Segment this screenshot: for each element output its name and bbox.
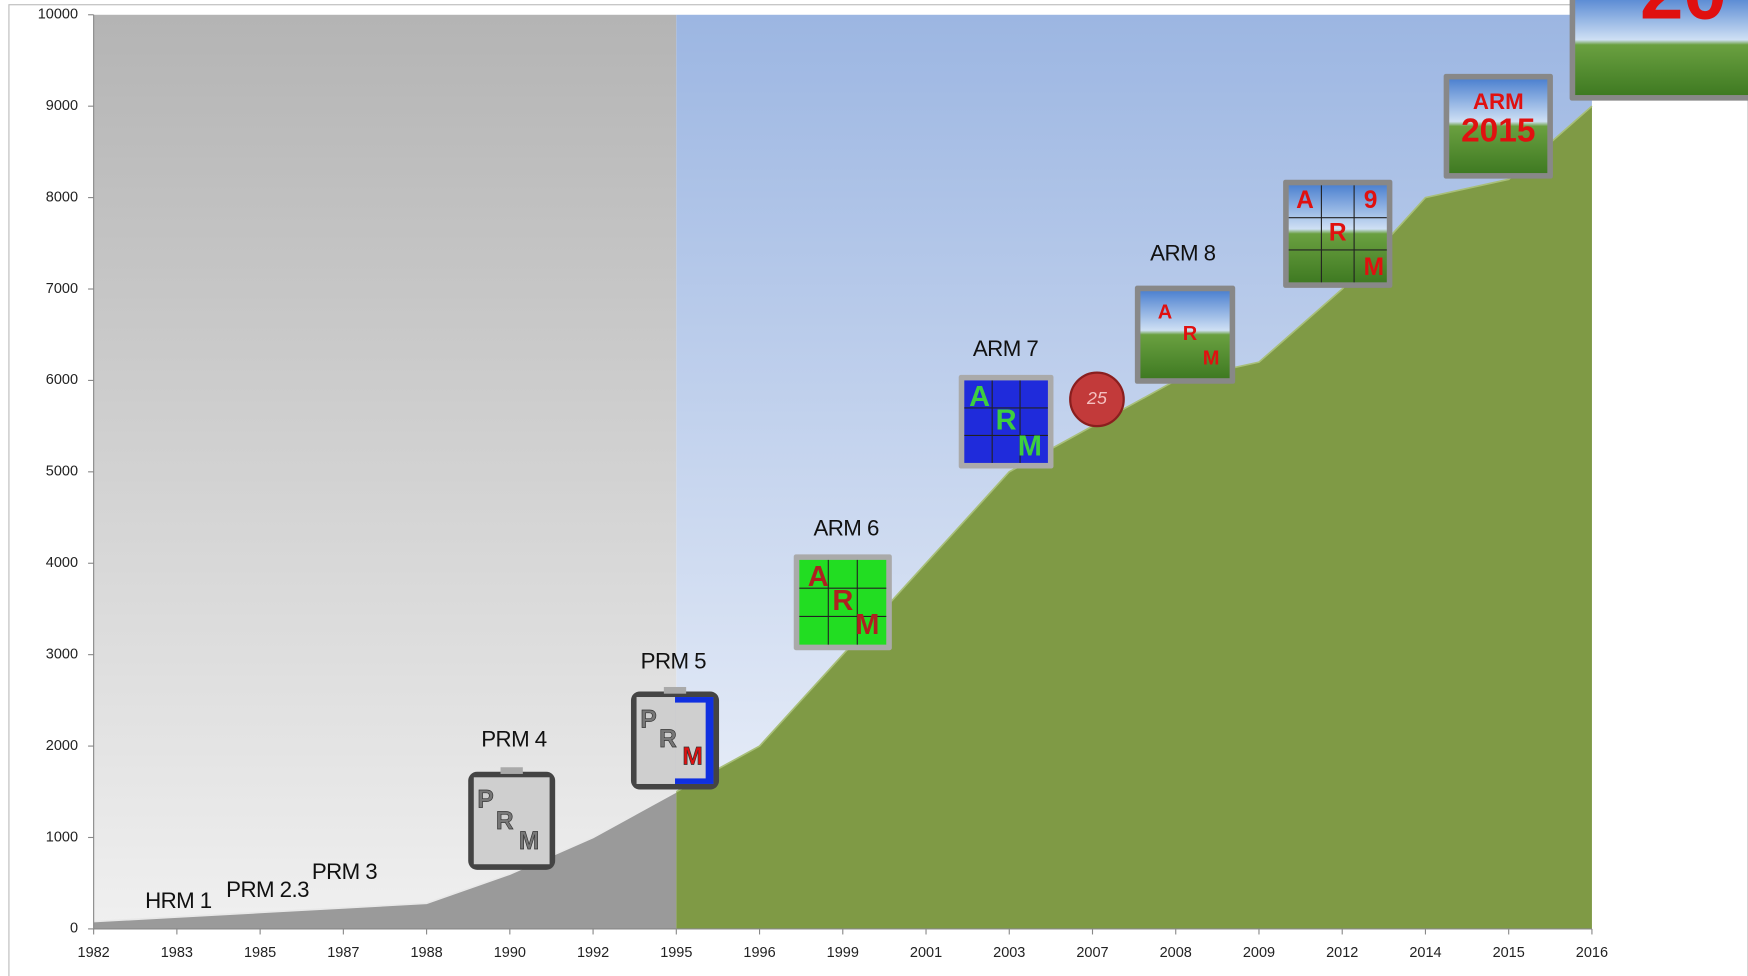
clip <box>664 687 686 694</box>
release-label: ARM 7 <box>973 336 1038 361</box>
release-icon: PRM <box>468 767 555 870</box>
release-icon: ARM <box>794 554 892 650</box>
release-label: HRM 1 <box>145 888 212 913</box>
x-tick-label: 2015 <box>1493 945 1525 961</box>
x-tick-label: 2009 <box>1243 945 1275 961</box>
icon-text: R <box>996 404 1017 436</box>
chart: 0 1000 2000 3000 4000 5000 6000 7000 8000 9000 100… <box>0 0 1748 976</box>
icon-text: M <box>1018 431 1042 463</box>
icon-text: A <box>1158 301 1172 323</box>
release-icon: ARM <box>959 375 1054 469</box>
y-tick-label: 6000 <box>46 372 78 388</box>
icon-text: P <box>640 706 656 733</box>
icon-text: 20 <box>1640 0 1727 36</box>
y-tick-label: 5000 <box>46 464 78 480</box>
icon-text: 2015 <box>1461 112 1535 149</box>
y-tick-label: 7000 <box>46 281 78 297</box>
release-icon: PRM <box>631 687 719 790</box>
x-tick-label: 1988 <box>410 945 442 961</box>
release-icon: A 9RM <box>1283 180 1392 288</box>
icon-text: M <box>682 744 702 771</box>
x-tick-label: 2001 <box>910 945 942 961</box>
x-tick-label: 2008 <box>1160 945 1192 961</box>
release-icon: 20 <box>1570 0 1748 101</box>
era-background <box>94 15 677 929</box>
x-tick-label: 2012 <box>1326 945 1358 961</box>
icon-text: 9 <box>1364 187 1378 214</box>
release-label: PRM 4 <box>481 726 546 751</box>
icon-text: A <box>1296 187 1314 214</box>
release-icon: 25 <box>1070 373 1124 427</box>
x-tick-label: 1983 <box>161 945 193 961</box>
icon-text: A <box>808 561 829 593</box>
release-label: PRM 5 <box>641 648 706 673</box>
icon-text: R <box>1183 323 1198 345</box>
y-tick-label: 0 <box>70 921 78 937</box>
x-tick-label: 1982 <box>78 945 110 961</box>
icon-text: P <box>477 787 493 814</box>
y-tick-label: 10000 <box>38 7 78 23</box>
release-label: ARM 8 <box>1150 240 1215 265</box>
y-tick-label: 9000 <box>46 98 78 114</box>
release-label: PRM 2.3 <box>226 877 309 902</box>
release-icon: ARM <box>1135 286 1235 384</box>
clip <box>501 767 523 774</box>
icon-text: M <box>519 828 539 855</box>
icon-text: R <box>832 585 853 617</box>
x-tick-label: 1999 <box>827 945 859 961</box>
release-label: PRM 3 <box>312 859 377 884</box>
x-tick-label: 1990 <box>494 945 526 961</box>
x-tick-label: 1996 <box>743 945 775 961</box>
y-tick-label: 2000 <box>46 738 78 754</box>
icon-text: R <box>496 808 514 835</box>
y-tick-label: 8000 <box>46 189 78 205</box>
icon-text: ARM <box>1473 89 1524 114</box>
icon-text: 25 <box>1086 388 1107 408</box>
icon-text: M <box>855 609 879 641</box>
page: {"chart_data": {"type": "area", "categor… <box>0 0 1748 976</box>
icon-text: R <box>659 726 677 753</box>
x-tick-label: 1985 <box>244 945 276 961</box>
x-tick-label: 1995 <box>660 945 692 961</box>
y-tick-label: 3000 <box>46 646 78 662</box>
icon-text: A <box>969 381 990 413</box>
x-tick-label: 1992 <box>577 945 609 961</box>
icon-text: M <box>1364 254 1384 281</box>
x-tick-label: 2014 <box>1409 945 1441 961</box>
icon-text: R <box>1329 219 1347 246</box>
y-tick-label: 4000 <box>46 555 78 571</box>
icon-text: M <box>1203 348 1220 370</box>
x-tick-label: 2016 <box>1576 945 1608 961</box>
x-tick-label: 2003 <box>993 945 1025 961</box>
y-tick-label: 1000 <box>46 829 78 845</box>
x-tick-label: 1987 <box>327 945 359 961</box>
x-tick-label: 2007 <box>1076 945 1108 961</box>
release-label: ARM 6 <box>813 516 878 541</box>
